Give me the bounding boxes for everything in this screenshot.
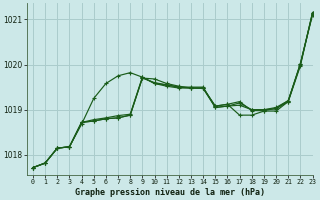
X-axis label: Graphe pression niveau de la mer (hPa): Graphe pression niveau de la mer (hPa) — [75, 188, 265, 197]
